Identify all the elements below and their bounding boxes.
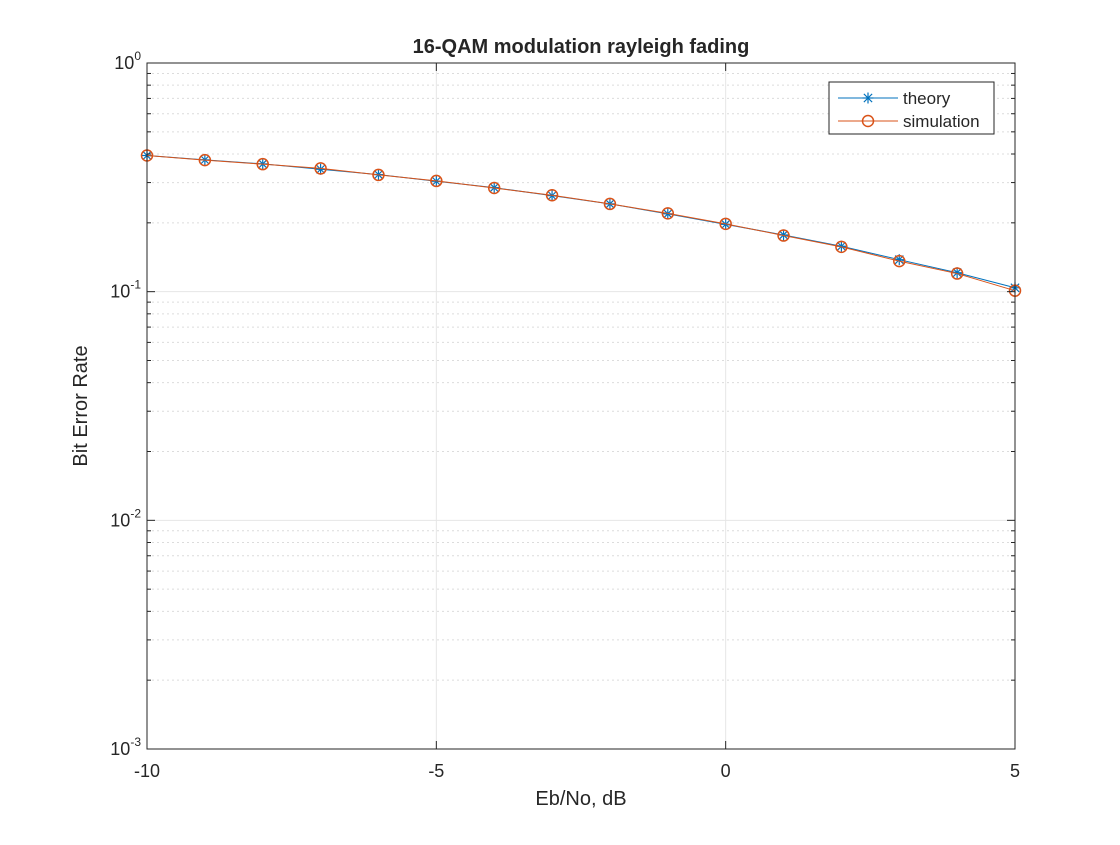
x-tick-label: -10	[134, 761, 160, 781]
data-point-simulation	[893, 254, 906, 268]
y-axis-label: Bit Error Rate	[70, 345, 92, 466]
y-tick-label: 10-3	[110, 735, 141, 759]
legend-simulation-marker	[861, 114, 875, 128]
legend-theory-label: theory	[903, 89, 951, 108]
data-point-simulation	[430, 174, 443, 188]
tick-marks	[146, 62, 1016, 750]
marker-stroke	[836, 241, 846, 251]
marker-stroke	[952, 268, 962, 278]
y-tick-label: 10-2	[110, 506, 141, 530]
legend-theory-marker	[862, 92, 874, 104]
plot-area	[147, 63, 1015, 749]
data-point-simulation	[719, 217, 732, 231]
data-point-simulation	[835, 240, 848, 254]
data-point-simulation	[372, 168, 385, 182]
y-tick-labels: 100 10-1 10-2 10-3	[110, 49, 141, 759]
data-point-simulation	[487, 181, 501, 195]
data-point-simulation	[198, 153, 212, 167]
y-tick-label: 10-1	[110, 278, 141, 302]
y-tick-label: 100	[114, 49, 141, 73]
x-tick-labels: -10 -5 0 5	[134, 761, 1020, 781]
legend-marker-glyph	[862, 92, 874, 104]
legend-simulation-label: simulation	[903, 112, 980, 131]
data-point-simulation	[950, 267, 964, 280]
legend-box	[828, 81, 995, 135]
x-tick-label: 0	[721, 761, 731, 781]
legend: theory simulation	[828, 81, 995, 135]
marker-stroke	[778, 230, 789, 240]
chart-title: 16-QAM modulation rayleigh fading	[413, 36, 750, 58]
marker-stroke	[316, 164, 326, 174]
series-line-simulation	[146, 155, 1016, 292]
data-point-simulation	[314, 162, 327, 175]
x-tick-label: 5	[1010, 761, 1020, 781]
x-axis-label: Eb/No, dB	[535, 788, 626, 810]
legend-marker-glyph	[861, 114, 875, 128]
data-point-simulation	[545, 189, 559, 202]
data-point-simulation	[661, 207, 675, 220]
data-point-simulation	[777, 229, 790, 242]
data-point-simulation	[603, 197, 617, 211]
marker-stroke	[863, 93, 873, 103]
axes-box	[146, 62, 1016, 750]
data-point-simulation	[256, 157, 269, 171]
x-tick-label: -5	[428, 761, 444, 781]
